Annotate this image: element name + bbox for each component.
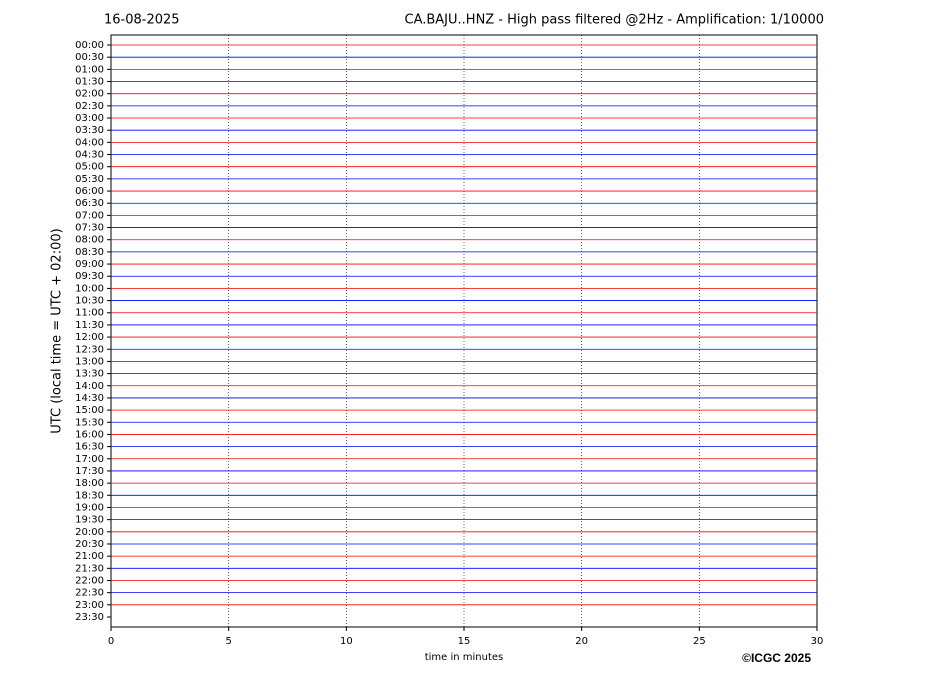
y-tick-label: 07:00 <box>75 210 104 221</box>
y-tick-label: 13:30 <box>75 369 104 380</box>
y-tick-label: 08:00 <box>75 235 104 246</box>
y-tick-label: 08:30 <box>75 247 104 258</box>
y-tick-label: 04:00 <box>75 137 104 148</box>
y-tick-label: 01:00 <box>75 64 104 75</box>
y-tick-label: 07:30 <box>75 223 104 234</box>
y-tick-label: 21:00 <box>75 551 104 562</box>
x-tick-label: 15 <box>458 636 471 647</box>
y-tick-label: 16:30 <box>75 442 104 453</box>
y-tick-label: 16:00 <box>75 429 104 440</box>
x-tick-label: 20 <box>575 636 588 647</box>
date: 16-08-2025 <box>104 13 180 28</box>
y-tick-label: 12:00 <box>75 332 104 343</box>
y-tick-label: 22:30 <box>75 588 104 599</box>
x-tick-label: 5 <box>225 636 231 647</box>
y-tick-label: 20:00 <box>75 527 104 538</box>
y-tick-label: 15:30 <box>75 417 104 428</box>
y-tick-label: 14:00 <box>75 381 104 392</box>
y-tick-label: 20:30 <box>75 539 104 550</box>
y-tick-label: 03:30 <box>75 125 104 136</box>
chart-title: CA.BAJU..HNZ - High pass filtered @2Hz -… <box>405 13 825 28</box>
y-tick-label: 02:30 <box>75 101 104 112</box>
y-tick-label: 14:30 <box>75 393 104 404</box>
y-tick-label: 04:30 <box>75 150 104 161</box>
y-tick-label: 17:30 <box>75 466 104 477</box>
y-tick-label: 23:30 <box>75 612 104 623</box>
x-tick-label: 10 <box>340 636 353 647</box>
x-tick-label: 30 <box>811 636 824 647</box>
y-tick-label: 13:00 <box>75 356 104 367</box>
y-tick-label: 09:00 <box>75 259 104 270</box>
y-tick-label: 01:30 <box>75 77 104 88</box>
y-tick-label: 17:00 <box>75 454 104 465</box>
y-tick-label: 18:00 <box>75 478 104 489</box>
y-tick-label: 05:00 <box>75 162 104 173</box>
x-axis-label: time in minutes <box>425 652 504 663</box>
y-tick-label: 18:30 <box>75 490 104 501</box>
y-tick-label: 00:00 <box>75 40 104 51</box>
y-tick-label: 23:00 <box>75 600 104 611</box>
y-tick-label: 09:30 <box>75 271 104 282</box>
y-tick-label: 10:00 <box>75 283 104 294</box>
y-tick-label: 19:00 <box>75 502 104 513</box>
y-tick-label: 19:30 <box>75 515 104 526</box>
y-tick-label: 22:00 <box>75 575 104 586</box>
copyright: ©ICGC 2025 <box>742 651 811 665</box>
plot-frame <box>110 34 818 628</box>
y-tick-label: 06:00 <box>75 186 104 197</box>
x-tick-label: 0 <box>108 636 114 647</box>
y-tick-label: 12:30 <box>75 344 104 355</box>
y-tick-label: 11:30 <box>75 320 104 331</box>
x-tick-label: 25 <box>693 636 706 647</box>
y-tick-label: 05:30 <box>75 174 104 185</box>
y-tick-label: 15:00 <box>75 405 104 416</box>
y-tick-label: 10:30 <box>75 296 104 307</box>
y-tick-label: 11:00 <box>75 308 104 319</box>
y-tick-label: 06:30 <box>75 198 104 209</box>
y-tick-label: 00:30 <box>75 52 104 63</box>
y-axis-label: UTC (local time = UTC + 02:00) <box>50 228 65 433</box>
y-tick-label: 21:30 <box>75 563 104 574</box>
y-tick-label: 02:00 <box>75 89 104 100</box>
y-tick-label: 03:00 <box>75 113 104 124</box>
